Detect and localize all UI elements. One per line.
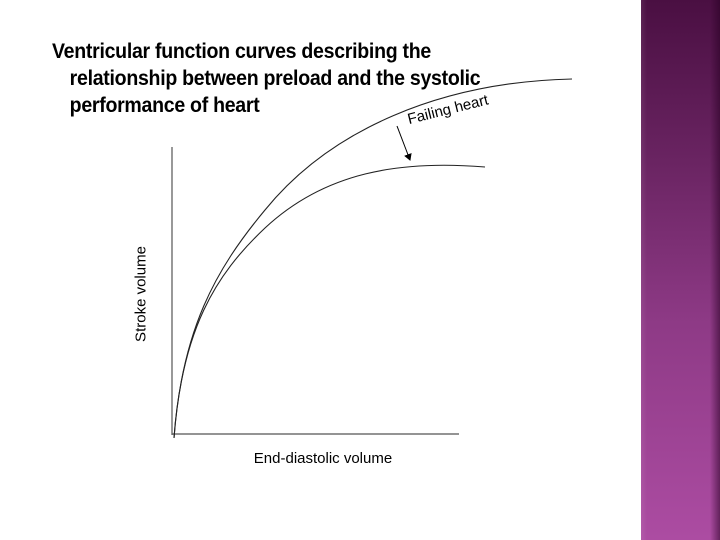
slide-title: Ventricular function curves describing t… <box>52 38 536 119</box>
normal-heart-curve <box>173 78 573 439</box>
failing-arrow-icon <box>396 125 412 161</box>
title-line-3: performance of heart <box>69 94 260 117</box>
decorative-side-panel <box>641 0 720 540</box>
title-line-1: Ventricular function curves describing t… <box>52 40 431 63</box>
y-axis-label: Stroke volume <box>132 246 150 342</box>
x-axis-label: End-diastolic volume <box>253 450 393 467</box>
title-line-2: relationship between preload and the sys… <box>69 67 481 90</box>
failing-heart-curve <box>173 164 486 439</box>
